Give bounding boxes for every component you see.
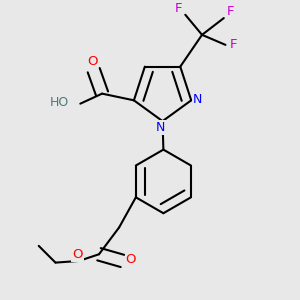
Text: O: O [72,248,83,261]
Text: F: F [175,2,182,14]
Text: O: O [87,55,97,68]
Text: F: F [230,38,238,51]
Text: F: F [227,5,234,18]
Text: HO: HO [50,95,69,109]
Text: N: N [193,93,203,106]
Text: N: N [156,121,166,134]
Text: O: O [126,253,136,266]
